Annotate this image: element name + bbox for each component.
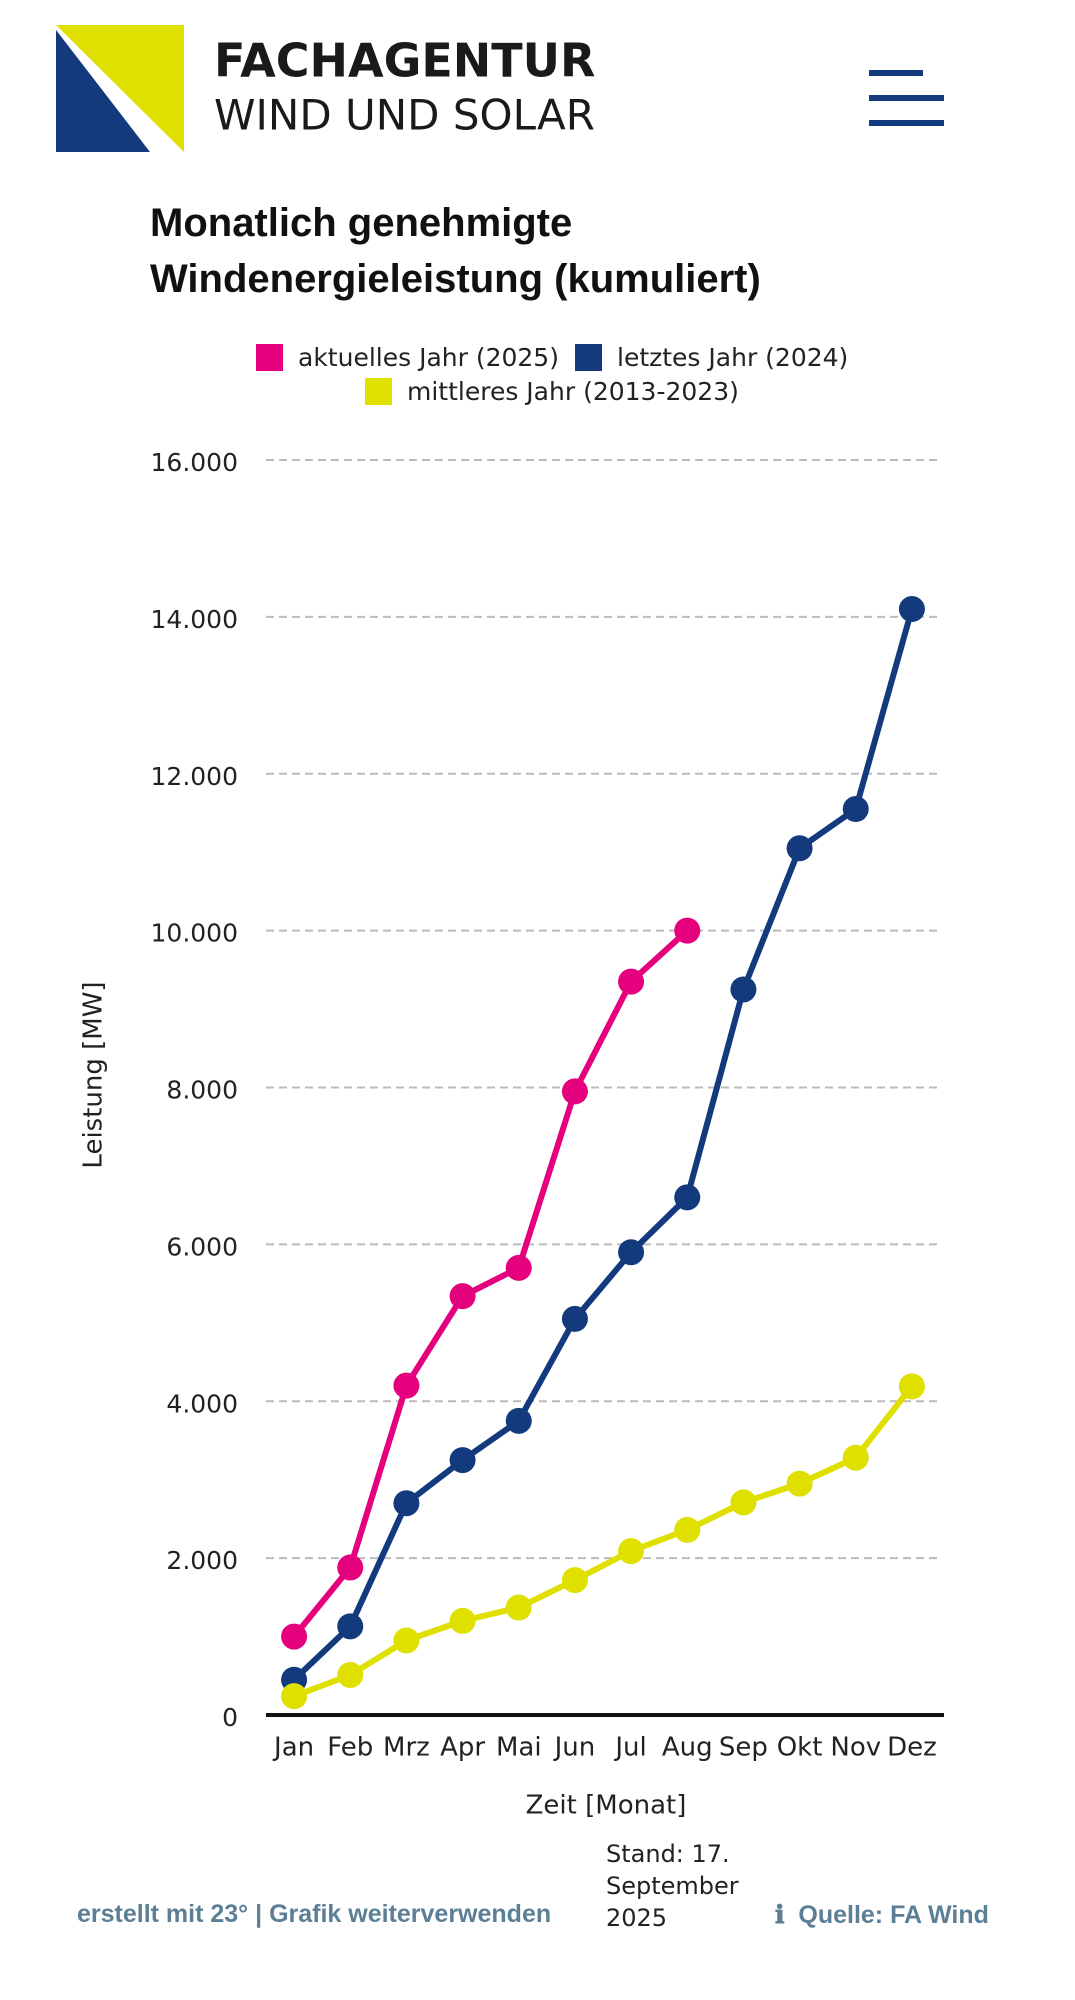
x-tick-label: Feb	[327, 1733, 373, 1763]
title-box: Monatlich genehmigte Windenergieleistung…	[150, 201, 761, 301]
data-point	[281, 1683, 308, 1710]
x-tick-label: Jun	[553, 1733, 596, 1763]
data-point	[281, 1623, 308, 1650]
y-tick-label: 0	[222, 1703, 238, 1732]
x-tick-label: Nov	[830, 1733, 881, 1763]
y-tick-label: 8.000	[166, 1076, 238, 1105]
x-tick-label: Sep	[719, 1733, 768, 1763]
data-point	[337, 1554, 364, 1581]
legend-swatch	[365, 378, 392, 405]
x-tick-label: Jul	[613, 1733, 646, 1763]
data-point	[449, 1447, 476, 1474]
legend-swatch	[256, 344, 283, 371]
x-tick-label: Dez	[887, 1733, 937, 1763]
series-line	[291, 928, 690, 1639]
x-tick-label: Aug	[662, 1733, 713, 1763]
data-point	[842, 796, 869, 823]
source: ℹ Quelle: FA Wind	[775, 1901, 989, 1929]
data-point	[898, 1373, 925, 1400]
data-point	[730, 976, 757, 1003]
data-point	[505, 1594, 532, 1621]
data-point	[674, 1516, 701, 1543]
data-point	[505, 1407, 532, 1434]
data-point	[842, 1444, 869, 1471]
data-point	[449, 1607, 476, 1634]
x-tick-label: Apr	[440, 1733, 485, 1763]
series-line	[292, 608, 915, 1682]
legend-label: mittleres Jahr (2013-2023)	[407, 377, 739, 406]
legend-label: aktuelles Jahr (2025)	[298, 343, 559, 372]
y-tick-label: 14.000	[151, 605, 238, 634]
x-tick-label: Jan	[272, 1733, 314, 1763]
data-point	[449, 1283, 476, 1310]
y-tick-label: 6.000	[166, 1232, 238, 1261]
y-tick-label: 12.000	[151, 762, 238, 791]
legend-label: letztes Jahr (2024)	[617, 343, 848, 372]
y-tick-label: 4.000	[166, 1389, 238, 1418]
data-point	[786, 1470, 813, 1497]
data-point	[561, 1567, 588, 1594]
logo	[56, 25, 184, 152]
x-tick-label: Mai	[496, 1733, 542, 1763]
x-tick-label: Mrz	[383, 1733, 430, 1763]
brand-bottom: WIND UND SOLAR	[214, 91, 595, 140]
data-point	[561, 1078, 588, 1105]
data-point	[786, 835, 813, 862]
x-axis-label: Zeit [Monat]	[526, 1791, 687, 1821]
legend-swatch	[575, 344, 602, 371]
data-point	[618, 1239, 645, 1266]
data-point	[505, 1254, 532, 1281]
y-tick-label: 2.000	[166, 1546, 238, 1575]
data-point	[618, 1538, 645, 1565]
y-tick-label: 10.000	[151, 919, 238, 948]
data-point	[393, 1490, 420, 1517]
date: Stand: 17. September 2025	[606, 1840, 739, 1932]
data-point	[337, 1613, 364, 1640]
data-point	[337, 1661, 364, 1688]
data-point	[674, 1184, 701, 1211]
data-point	[730, 1489, 757, 1516]
source-text: Quelle: FA Wind	[798, 1901, 989, 1929]
chart-title: Monatlich genehmigte Windenergieleistung…	[150, 201, 761, 301]
brand-top: FACHAGENTUR	[214, 34, 595, 88]
data-point	[393, 1627, 420, 1654]
y-tick-label: 16.000	[151, 448, 238, 477]
data-point	[674, 917, 701, 944]
data-point	[898, 596, 925, 623]
data-point	[393, 1372, 420, 1399]
y-axis-label: Leistung [MW]	[79, 981, 109, 1168]
data-point	[561, 1305, 588, 1332]
x-tick-label: Okt	[777, 1733, 823, 1763]
credit-link[interactable]: erstellt mit 23° | Grafik weiterverwende…	[77, 1900, 552, 1928]
menu-button[interactable]	[869, 70, 944, 126]
data-point	[618, 968, 645, 995]
